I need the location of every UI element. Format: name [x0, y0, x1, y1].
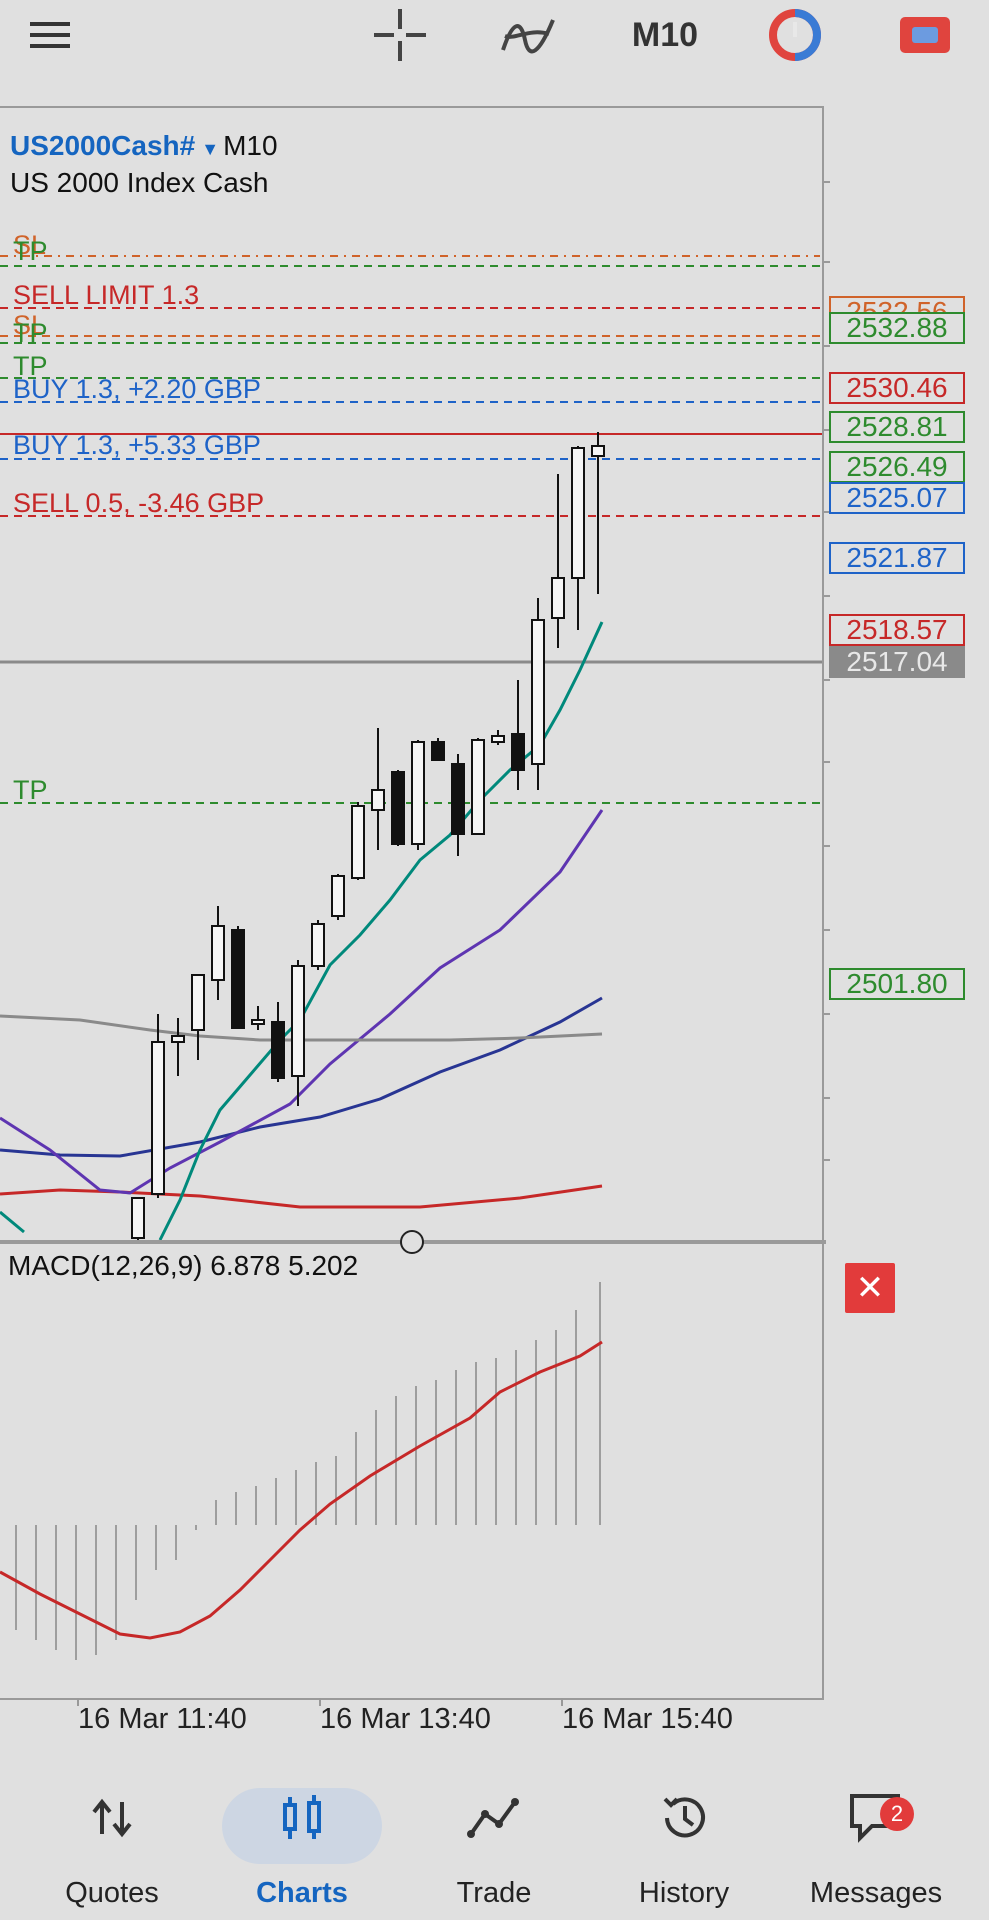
- candle-body: [431, 741, 445, 761]
- chart-area[interactable]: [0, 106, 824, 1700]
- candles-icon: [262, 1788, 342, 1848]
- candle-body: [491, 735, 505, 743]
- candle-body: [451, 763, 465, 835]
- level-price-box[interactable]: 2521.87: [829, 542, 965, 574]
- trade-panel-icon[interactable]: [890, 0, 960, 70]
- level-price-box[interactable]: 2528.81: [829, 411, 965, 443]
- candle-body: [571, 447, 585, 579]
- indicators-icon[interactable]: [498, 0, 558, 70]
- candle-body: [311, 923, 325, 967]
- level-label[interactable]: SL: [13, 310, 47, 340]
- candle-body: [351, 805, 365, 879]
- candle-body: [331, 875, 345, 917]
- moving-average-blue: [0, 996, 603, 1158]
- symbol-timeframe: M10: [223, 130, 278, 161]
- moving-average-grey: [0, 1014, 603, 1042]
- nav-trade[interactable]: Trade: [404, 1760, 584, 1920]
- x-axis-label: 16 Mar 11:40: [78, 1703, 247, 1735]
- trade-line-icon: [454, 1788, 534, 1848]
- timeframe-selector[interactable]: M10: [631, 15, 699, 54]
- messages-badge: 2: [880, 1797, 914, 1831]
- symbol-description: US 2000 Index Cash: [10, 167, 269, 198]
- nav-history[interactable]: History: [594, 1760, 774, 1920]
- moving-average-teal: [0, 1210, 25, 1234]
- one-click-trading-icon[interactable]: [760, 0, 830, 70]
- candle-body: [171, 1035, 185, 1043]
- level-price-box[interactable]: 2530.46: [829, 372, 965, 404]
- candle-body: [151, 1041, 165, 1195]
- nav-charts[interactable]: Charts: [212, 1760, 392, 1920]
- nav-messages[interactable]: Messages: [786, 1760, 966, 1920]
- top-toolbar: M10: [0, 0, 989, 70]
- history-icon: [644, 1788, 724, 1848]
- macd-signal-line: [0, 1340, 603, 1640]
- level-label[interactable]: SELL LIMIT 1.3: [13, 280, 200, 310]
- candle-body: [391, 771, 405, 845]
- active-tab-highlight: [222, 1788, 382, 1864]
- candle-body: [291, 965, 305, 1077]
- candle-body: [591, 445, 605, 457]
- level-price-box[interactable]: 2526.49: [829, 451, 965, 483]
- nav-label: History: [638, 1877, 730, 1909]
- x-axis-label: 16 Mar 15:40: [562, 1703, 733, 1735]
- candle-body: [471, 739, 485, 835]
- level-label[interactable]: BUY 1.3, +2.20 GBP: [13, 374, 261, 404]
- dropdown-arrow-icon[interactable]: ▼: [201, 139, 220, 159]
- current-price-box: 2517.04: [829, 646, 965, 678]
- moving-average-red: [0, 1184, 603, 1209]
- bottom-navigation: Quotes Charts Trade History Messages: [0, 1760, 989, 1920]
- candle-body: [131, 1197, 145, 1239]
- level-label[interactable]: SL: [13, 230, 47, 260]
- level-price-box[interactable]: 2501.80: [829, 968, 965, 1000]
- candle-body: [511, 733, 525, 771]
- candle-body: [211, 925, 225, 981]
- candle-body: [551, 577, 565, 619]
- level-label[interactable]: TP: [13, 236, 48, 266]
- pane-resize-handle: [400, 1230, 424, 1254]
- level-price-box[interactable]: 2532.88: [829, 312, 965, 344]
- moving-average-purple: [0, 809, 604, 1195]
- level-label[interactable]: TP: [13, 351, 48, 381]
- level-label[interactable]: TP: [13, 318, 48, 348]
- candle-body: [271, 1021, 285, 1079]
- candle-body: [231, 929, 245, 1029]
- quotes-arrows-icon: [72, 1788, 152, 1848]
- symbol-name[interactable]: US2000Cash#: [10, 130, 196, 161]
- macd-label: MACD(12,26,9) 6.878 5.202: [8, 1250, 359, 1281]
- level-price-box[interactable]: 2525.07: [829, 482, 965, 514]
- candle-body: [411, 741, 425, 845]
- nav-label: Messages: [809, 1877, 943, 1909]
- level-label[interactable]: TP: [13, 775, 48, 805]
- close-icon[interactable]: ✕: [845, 1263, 895, 1313]
- candle-body: [251, 1019, 265, 1025]
- level-label[interactable]: BUY 1.3, +5.33 GBP: [13, 430, 261, 460]
- nav-quotes[interactable]: Quotes: [22, 1760, 202, 1920]
- candle-body: [371, 789, 385, 811]
- nav-label: Charts: [256, 1877, 348, 1909]
- level-price-box[interactable]: 2518.57: [829, 614, 965, 646]
- crosshair-icon[interactable]: [370, 0, 430, 70]
- symbol-selector[interactable]: US2000Cash# ▼ M10: [10, 130, 278, 162]
- nav-label: Quotes: [65, 1877, 159, 1909]
- nav-label: Trade: [456, 1877, 532, 1909]
- x-axis-label: 16 Mar 13:40: [320, 1703, 491, 1735]
- menu-icon[interactable]: [20, 0, 80, 70]
- candle-body: [191, 974, 205, 1031]
- level-label[interactable]: SELL 0.5, -3.46 GBP: [13, 488, 265, 518]
- candle-body: [531, 619, 545, 765]
- chart-canvas[interactable]: [0, 0, 989, 1760]
